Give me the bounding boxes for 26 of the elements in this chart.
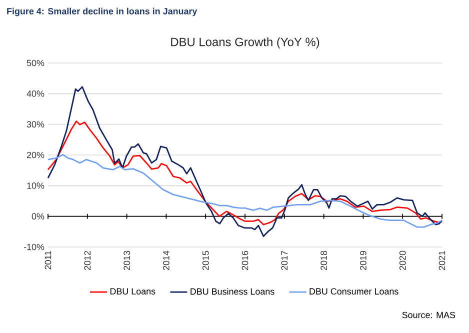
line-series xyxy=(47,86,443,237)
x-tick-label: 2014 xyxy=(163,250,170,270)
y-tick-label: -10% xyxy=(24,244,44,250)
y-tick-label: 50% xyxy=(26,60,44,66)
x-tick-label: 2012 xyxy=(84,250,91,270)
y-tick-label: 10% xyxy=(27,182,44,189)
line-series xyxy=(47,120,443,226)
x-tick-label: 2016 xyxy=(242,250,248,270)
y-tick-label: 0% xyxy=(32,213,44,220)
chart-subtitle: DBU Loans Growth (YoY %) xyxy=(171,37,320,49)
y-tick-label: 30% xyxy=(26,121,44,128)
legend-label: DBU Business Loans xyxy=(190,288,274,295)
x-tick-label: 2013 xyxy=(124,250,130,270)
y-tick-label: 40% xyxy=(26,90,44,97)
x-tick-label: 2019 xyxy=(360,250,366,270)
x-tick-label: 2018 xyxy=(320,250,327,270)
x-tick-label: 2020 xyxy=(399,250,406,270)
x-tick-label: 2017 xyxy=(281,250,288,270)
y-tick-label: 20% xyxy=(26,152,44,158)
source-note: Source: MAS xyxy=(402,312,456,318)
legend-label: DBU Consumer Loans xyxy=(310,288,398,295)
x-tick-label: 2015 xyxy=(202,250,209,270)
legend-label: DBU Loans xyxy=(110,288,156,295)
x-tick-label: 2011 xyxy=(44,250,52,270)
chart-title: Figure 4: Smaller decline in loans in January xyxy=(7,8,198,16)
x-tick-label: 2021 xyxy=(438,250,446,270)
